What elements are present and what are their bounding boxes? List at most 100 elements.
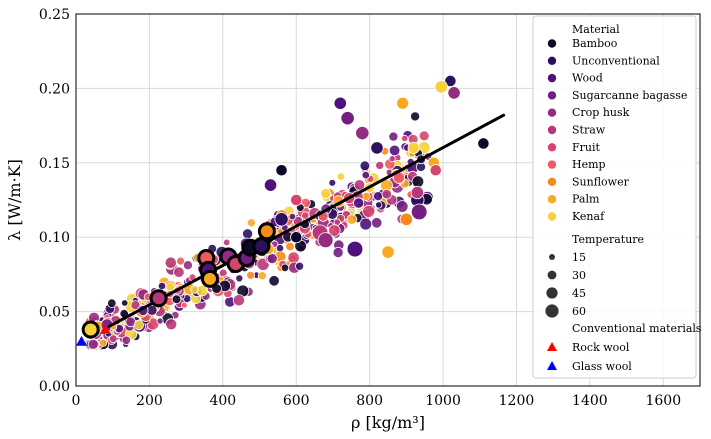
y-ticks: 0.00 0.05 0.10 0.15 0.20 0.25: [39, 7, 70, 395]
legend-conventional-label: Glass wool: [572, 360, 632, 373]
legend-temperature-marker: [549, 254, 555, 260]
mean-point: [257, 222, 276, 241]
x-axis-label: ρ [kg/m³]: [351, 413, 425, 432]
sample-dot: [361, 170, 370, 180]
sample-dot: [400, 134, 409, 143]
sample-point: [447, 86, 461, 100]
sample-point: [381, 245, 395, 259]
sample-point: [370, 141, 384, 155]
mean-point: [149, 289, 168, 308]
legend-material-marker: [547, 56, 557, 65]
y-tick-label: 0.05: [39, 305, 70, 321]
sample-point: [477, 137, 490, 150]
sample-dot: [257, 271, 267, 281]
sample-dot: [333, 218, 341, 226]
legend-temperature-label: 30: [572, 269, 586, 282]
sample-point: [340, 111, 355, 126]
sample-dot: [222, 238, 231, 247]
sample-point: [274, 212, 289, 227]
sample-dot: [288, 212, 297, 221]
x-tick-label: 0: [72, 393, 81, 409]
legend-temperature-label: 15: [572, 251, 586, 264]
sample-dot: [156, 317, 164, 325]
sample-dot: [242, 228, 254, 240]
sample-point: [396, 96, 410, 110]
legend-material-label: Straw: [572, 124, 606, 137]
sample-dot: [411, 175, 425, 188]
sample-dot: [246, 218, 256, 228]
y-tick-label: 0.20: [39, 81, 70, 97]
sample-dot: [388, 144, 401, 157]
legend-material-marker: [547, 125, 557, 135]
sample-dot: [373, 191, 384, 202]
sample-dot: [328, 224, 341, 237]
legend-conventional-label: Rock wool: [572, 341, 630, 354]
sample-dot: [375, 201, 383, 209]
sample-dot: [362, 204, 376, 218]
legend-box: [532, 15, 697, 379]
legend-material-title: Material: [572, 23, 620, 36]
sample-point: [399, 212, 413, 226]
mean-point: [200, 269, 219, 288]
legend-conventional-marker: [547, 361, 557, 370]
sample-dot: [246, 270, 256, 280]
legend-temperature-marker: [545, 304, 559, 318]
legend-material-label: Unconventional: [572, 54, 660, 67]
sample-dot: [109, 334, 118, 344]
sample-dot: [130, 300, 141, 311]
sample-dot: [336, 172, 346, 181]
x-tick-label: 400: [209, 393, 236, 409]
sample-dot: [359, 217, 373, 231]
legend-material-label: Sugarcanne bagasse: [572, 89, 687, 102]
legend-material-marker: [547, 195, 557, 204]
conventional-points: [76, 323, 111, 346]
sample-dot: [190, 285, 199, 294]
mean-point: [252, 237, 271, 256]
sample-dot: [328, 178, 337, 187]
sample-dot: [87, 338, 99, 350]
sample-dot: [381, 188, 393, 200]
plot-frame: [75, 13, 701, 387]
legend-material-label: Palm: [572, 193, 600, 206]
legend-material-marker: [547, 177, 557, 187]
y-tick-label: 0.15: [39, 156, 70, 172]
sample-point: [263, 178, 278, 192]
legend-temperature-label: 45: [572, 287, 586, 300]
sample-dot: [275, 244, 285, 253]
sample-dot: [235, 274, 244, 283]
legend-temperature-label: 60: [572, 305, 586, 318]
sample-dot: [418, 130, 430, 142]
sample-dot: [280, 263, 290, 272]
y-tick-label: 0.10: [39, 230, 70, 246]
x-tick-label: 1200: [499, 393, 535, 409]
sample-point: [275, 164, 288, 177]
legend-material-label: Bamboo: [572, 37, 618, 50]
sample-dot: [268, 275, 280, 287]
legend-material-marker: [547, 91, 557, 100]
sample-point: [290, 193, 303, 207]
sample-dot: [171, 294, 182, 305]
legend-temperature-title: Temperature: [572, 233, 644, 246]
sample-point: [346, 240, 364, 258]
sample-dot: [173, 266, 185, 278]
legend-material-label: Kenaf: [572, 210, 605, 223]
legend-material-marker: [547, 160, 557, 169]
x-tick-label: 1400: [572, 393, 608, 409]
x-tick-label: 200: [136, 393, 163, 409]
x-tick-label: 800: [356, 393, 383, 409]
legend: Material Bamboo Unconventional Wood Sugarca…: [532, 15, 702, 379]
legend-material-label: Hemp: [572, 158, 606, 171]
legend-material-label: Crop husk: [572, 106, 630, 119]
sample-dot: [301, 211, 310, 220]
sample-point: [317, 232, 334, 249]
sample-dot: [346, 214, 358, 225]
sample-dot: [182, 260, 193, 271]
sample-point: [410, 203, 428, 221]
legend-material-marker: [547, 143, 557, 152]
sample-dot: [157, 281, 167, 291]
legend-temperature-marker: [546, 287, 558, 299]
legend-temperature-marker: [547, 270, 557, 280]
sample-dot: [165, 318, 178, 331]
legend-conventional-title: Conventional materials: [572, 322, 702, 335]
sample-dot: [285, 241, 295, 252]
